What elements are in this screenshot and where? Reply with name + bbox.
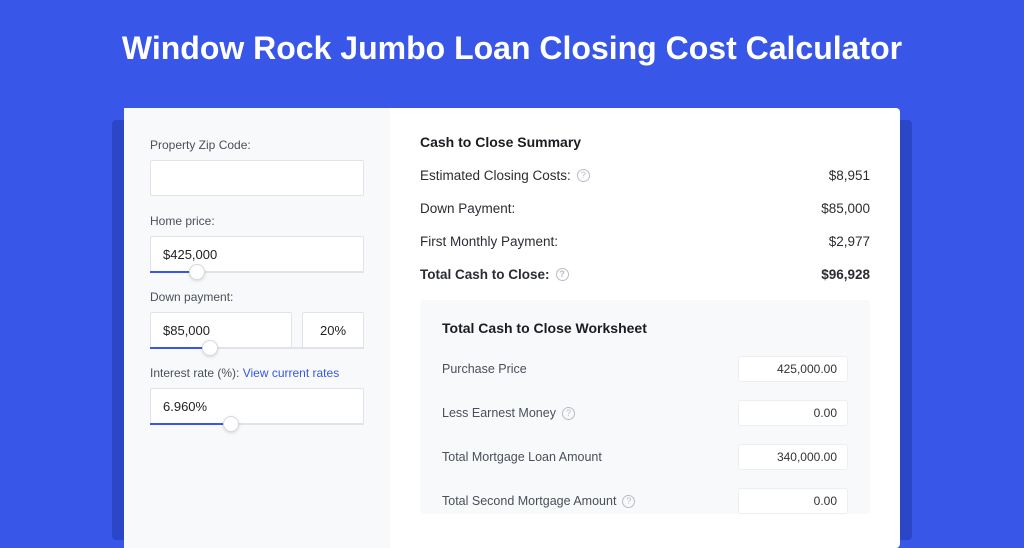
worksheet-row: Total Mortgage Loan Amount 340,000.00 (442, 444, 848, 470)
summary-row-value: $96,928 (821, 267, 870, 282)
summary-row-label: Down Payment: (420, 201, 515, 216)
page-title: Window Rock Jumbo Loan Closing Cost Calc… (0, 0, 1024, 91)
worksheet-row-label: Total Second Mortgage Amount? (442, 494, 635, 508)
down-payment-label: Down payment: (150, 290, 364, 304)
home-price-label: Home price: (150, 214, 364, 228)
worksheet-row-value[interactable]: 0.00 (738, 400, 848, 426)
worksheet-row-label: Less Earnest Money? (442, 406, 575, 420)
down-payment-pct-input[interactable] (302, 312, 364, 348)
home-price-field: Home price: (150, 214, 364, 272)
down-payment-field: Down payment: (150, 290, 364, 348)
help-icon[interactable]: ? (562, 407, 575, 420)
results-column: Cash to Close Summary Estimated Closing … (390, 108, 900, 548)
summary-row-label: First Monthly Payment: (420, 234, 558, 249)
help-icon[interactable]: ? (556, 268, 569, 281)
worksheet-panel: Total Cash to Close Worksheet Purchase P… (420, 300, 870, 514)
summary-row-value: $85,000 (821, 201, 870, 216)
down-payment-amount-input[interactable] (150, 312, 292, 348)
summary-row-value: $8,951 (829, 168, 870, 183)
summary-row: Total Cash to Close:? $96,928 (420, 267, 870, 282)
summary-rows: Estimated Closing Costs:? $8,951 Down Paym… (420, 168, 870, 282)
interest-rate-field: Interest rate (%): View current rates (150, 366, 364, 424)
calculator-panel: Property Zip Code: Home price: Down paym… (124, 108, 900, 548)
worksheet-heading: Total Cash to Close Worksheet (442, 320, 848, 336)
zip-input[interactable] (150, 160, 364, 196)
worksheet-row-value[interactable]: 425,000.00 (738, 356, 848, 382)
zip-label: Property Zip Code: (150, 138, 364, 152)
zip-field: Property Zip Code: (150, 138, 364, 196)
worksheet-row: Purchase Price 425,000.00 (442, 356, 848, 382)
summary-row: Down Payment: $85,000 (420, 201, 870, 216)
summary-row: First Monthly Payment: $2,977 (420, 234, 870, 249)
interest-label-prefix: Interest rate (%): (150, 366, 243, 380)
summary-row-value: $2,977 (829, 234, 870, 249)
summary-heading: Cash to Close Summary (420, 134, 870, 150)
inputs-column: Property Zip Code: Home price: Down paym… (124, 108, 390, 548)
summary-row: Estimated Closing Costs:? $8,951 (420, 168, 870, 183)
interest-rate-label: Interest rate (%): View current rates (150, 366, 364, 380)
worksheet-row-label: Purchase Price (442, 362, 527, 376)
worksheet-row-label: Total Mortgage Loan Amount (442, 450, 602, 464)
summary-row-label: Estimated Closing Costs:? (420, 168, 590, 183)
summary-row-label: Total Cash to Close:? (420, 267, 569, 282)
worksheet-row: Total Second Mortgage Amount? 0.00 (442, 488, 848, 514)
help-icon[interactable]: ? (622, 495, 635, 508)
help-icon[interactable]: ? (577, 169, 590, 182)
view-rates-link[interactable]: View current rates (243, 366, 340, 380)
interest-rate-input[interactable] (150, 388, 364, 424)
home-price-input[interactable] (150, 236, 364, 272)
worksheet-rows: Purchase Price 425,000.00 Less Earnest Mon… (442, 356, 848, 514)
worksheet-row-value[interactable]: 0.00 (738, 488, 848, 514)
worksheet-row-value[interactable]: 340,000.00 (738, 444, 848, 470)
worksheet-row: Less Earnest Money? 0.00 (442, 400, 848, 426)
